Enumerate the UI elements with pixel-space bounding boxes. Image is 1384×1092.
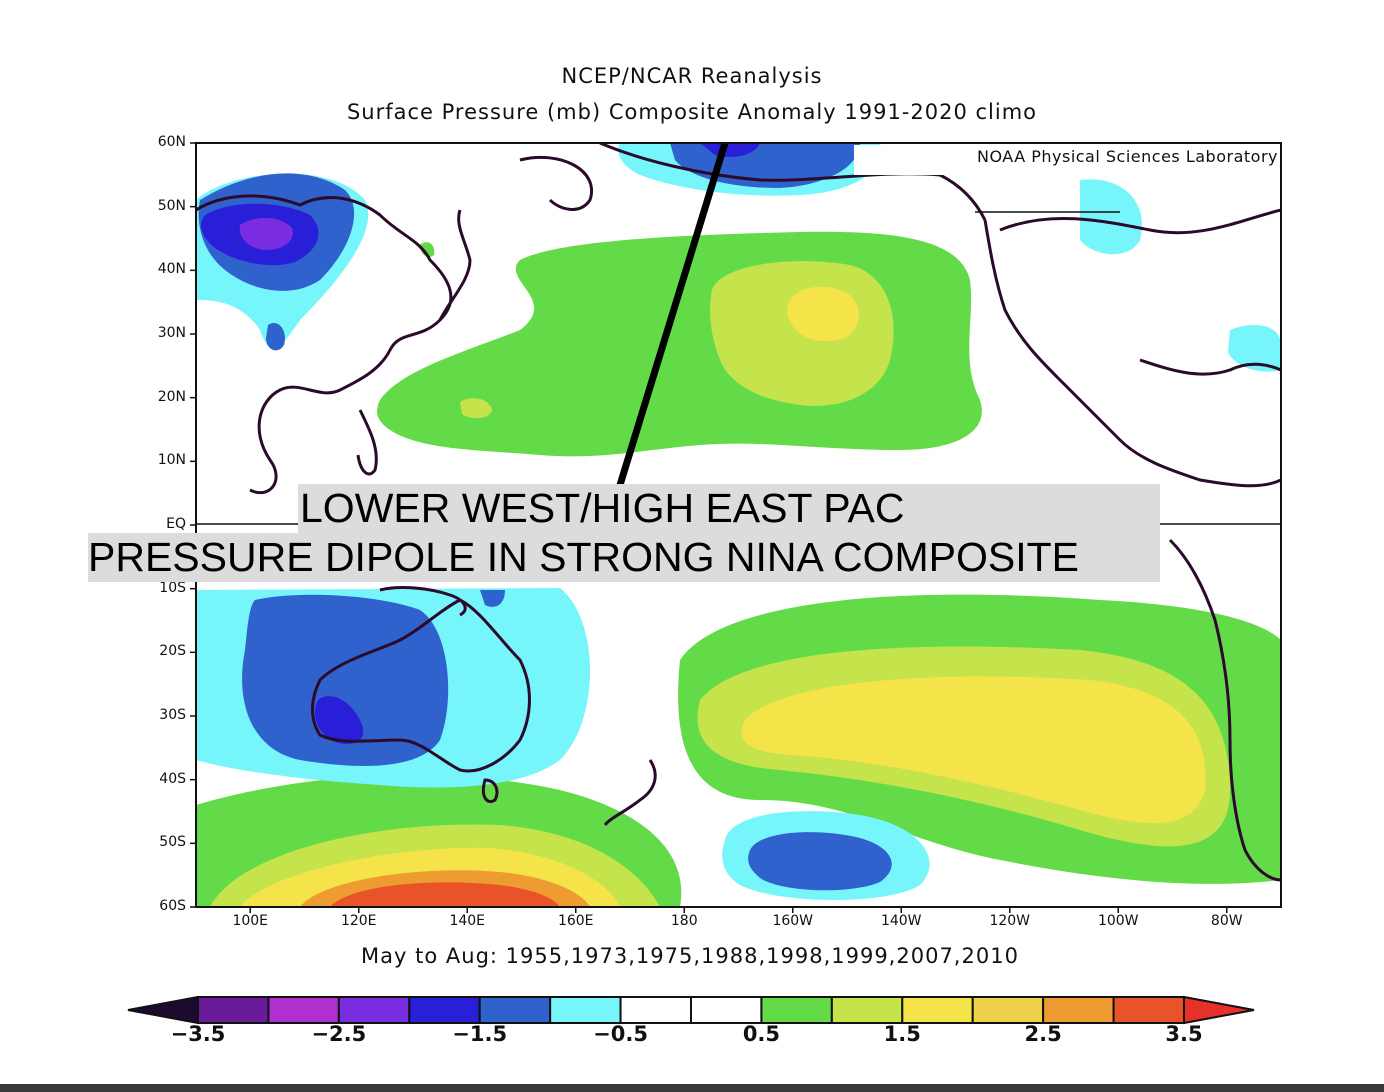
colorbar-box [760, 996, 833, 1024]
colorbar-box [197, 996, 270, 1024]
coastline-australia [311, 598, 531, 773]
anomaly-cyan-east [1228, 325, 1281, 372]
colorbar-label: −0.5 [593, 1022, 648, 1046]
annotation-line-2: PRESSURE DIPOLE IN STRONG NINA COMPOSITE [88, 533, 1160, 582]
coastline-north-america [983, 219, 1281, 488]
anomaly-green-tiny [420, 242, 435, 257]
colorbar-label: −2.5 [311, 1022, 367, 1046]
lat-label: 60S [159, 898, 186, 914]
anomaly-cyan-small [266, 322, 285, 351]
coastline-asia [196, 194, 453, 495]
lon-label: 160E [557, 913, 594, 929]
coastline-tasmania [481, 778, 499, 804]
colorbar-box [830, 996, 904, 1024]
anomaly-yellowgreen-small [460, 398, 492, 419]
anomaly-blue-australia [242, 594, 449, 766]
coastline-gulf [1139, 358, 1281, 376]
lat-label: 30N [157, 325, 186, 341]
lat-label: 40S [159, 770, 186, 787]
lon-label: 120E [340, 913, 377, 929]
colorbar-label: 0.5 [742, 1022, 781, 1046]
anomaly-indigo-north [700, 143, 760, 157]
colorbar-box [1112, 996, 1185, 1024]
bottom-taskbar-strip [0, 1084, 1384, 1092]
anomaly-violet-asia [239, 217, 293, 250]
composite-years-caption: May to Aug: 1955,1973,1975,1988,1998,199… [361, 944, 1019, 968]
lon-label: 160W [772, 913, 814, 929]
anomaly-red-south-west [330, 882, 560, 907]
coastline-kamchatka [519, 155, 594, 211]
lat-label: 20N [157, 388, 186, 405]
lon-label: 100W [1097, 913, 1139, 929]
colorbar [127, 995, 1255, 1025]
colorbar-label: 1.5 [883, 1022, 921, 1046]
colorbar-box [267, 996, 340, 1024]
anomaly-blue-south-center [748, 832, 892, 891]
colorbar-box [901, 996, 974, 1024]
colorbar-arrow-left [127, 995, 199, 1025]
colorbar-box [1042, 996, 1115, 1024]
map-title: NCEP/NCAR Reanalysis [561, 64, 823, 88]
colorbar-box [971, 996, 1045, 1024]
map-title-block: NCEP/NCAR Reanalysis Surface Pressure (m… [0, 58, 1384, 130]
lon-label: 100E [232, 913, 269, 929]
colorbar-label: −3.5 [170, 1022, 226, 1046]
anomaly-yellow-north-central [787, 286, 860, 342]
lat-label: 10S [159, 579, 186, 596]
coastline-group [196, 143, 1281, 882]
lat-label: 20S [159, 643, 186, 660]
colorbar-box [549, 996, 622, 1024]
anomaly-yellow-south-east [741, 676, 1206, 824]
colorbar-box [478, 996, 552, 1024]
lon-label: 140E [449, 913, 486, 929]
map-subtitle: Surface Pressure (mb) Composite Anomaly … [346, 100, 1038, 124]
colorbar-box [619, 996, 692, 1024]
lon-label: 180 [670, 913, 698, 929]
colorbar-arrow-right [1183, 995, 1255, 1025]
axis-ticks [190, 142, 1228, 913]
coastline-new-guinea [379, 586, 467, 617]
lat-label: 40N [157, 261, 186, 278]
colorbar-box [337, 996, 411, 1024]
lat-label: 50N [157, 197, 186, 214]
coastline-japan [438, 209, 472, 321]
colorbar-label: −1.5 [452, 1022, 508, 1046]
coastline-philippines [356, 409, 378, 476]
lon-label: 120W [989, 913, 1031, 929]
lat-label: EQ [166, 516, 186, 532]
coastline-alaska [599, 143, 987, 221]
colorbar-box [408, 996, 481, 1024]
credit-label: NOAA Physical Sciences Laboratory [854, 145, 1278, 175]
anomaly-green-far-east [1223, 643, 1281, 830]
coastline-north-america-inner [999, 208, 1281, 235]
annotation-box: LOWER WEST/HIGH EAST PAC PRESSURE DIPOLE… [88, 484, 1160, 582]
colorbar-label: 2.5 [1024, 1022, 1062, 1046]
lat-label: 50S [159, 834, 186, 851]
lat-label: 10N [157, 452, 186, 469]
coastline-new-zealand [603, 759, 657, 826]
coastline-south-america [1168, 538, 1281, 882]
lat-label: 60N [157, 134, 186, 150]
colorbar-box [690, 996, 763, 1024]
lat-label: 30S [159, 707, 186, 723]
lon-label: 80W [1210, 913, 1243, 929]
anomaly-blue2-australia [314, 696, 364, 744]
annotation-pointer-line [616, 143, 729, 487]
anomaly-green-sw-coast [1265, 700, 1281, 760]
anomaly-cyan-northeast [1080, 179, 1142, 255]
anomaly-blue-sw-pacific [480, 590, 505, 607]
annotation-line-1: LOWER WEST/HIGH EAST PAC [298, 484, 1160, 533]
colorbar-label: 3.5 [1165, 1022, 1203, 1046]
lon-label: 140W [880, 913, 922, 929]
